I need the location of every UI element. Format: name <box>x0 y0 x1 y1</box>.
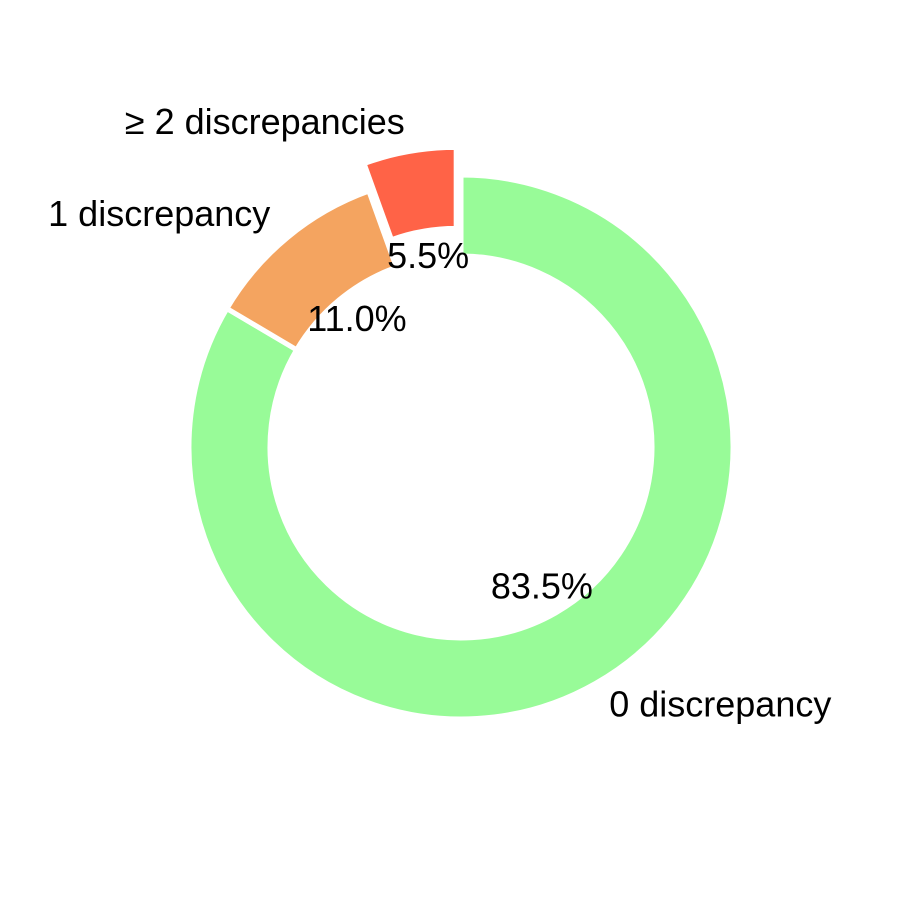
slice-percent-ge-2-discrepancies: 5.5% <box>387 235 469 276</box>
slice-ge-2-discrepancies <box>360 144 459 243</box>
slice-label-ge-2-discrepancies: ≥ 2 discrepancies <box>125 101 405 142</box>
slice-percent-0-discrepancy: 83.5% <box>491 565 593 606</box>
slice-label-1-discrepancy: 1 discrepancy <box>48 193 270 234</box>
slice-percent-1-discrepancy: 11.0% <box>307 298 406 339</box>
slice-label-0-discrepancy: 0 discrepancy <box>609 683 831 724</box>
slice-0-discrepancy <box>186 172 736 722</box>
slice-1-discrepancy <box>223 187 400 354</box>
